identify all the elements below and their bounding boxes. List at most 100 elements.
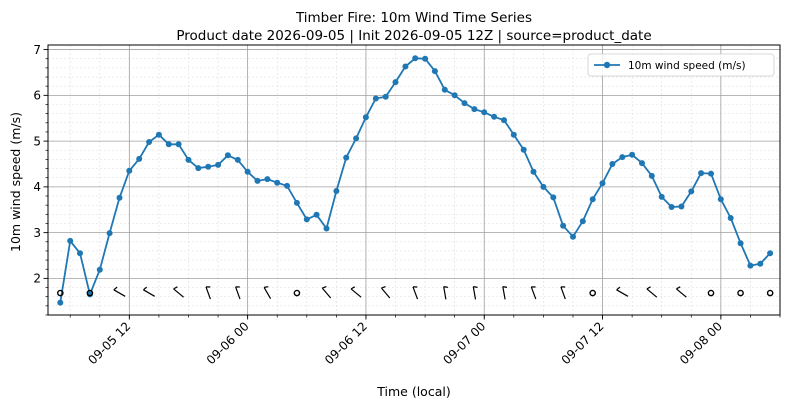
data-point [737, 240, 744, 247]
data-point [57, 299, 64, 306]
data-point [274, 179, 281, 186]
wind-barb [173, 286, 184, 298]
y-tick-label: 4 [33, 180, 41, 194]
wind-barb-flag [676, 286, 681, 290]
wind-barb [560, 286, 566, 300]
wind-barb [235, 286, 241, 300]
wind-barb [530, 286, 537, 300]
data-point [353, 135, 360, 142]
wind-barb [143, 286, 155, 297]
series-layer [57, 55, 774, 306]
wind-barb-shaft [676, 288, 687, 298]
y-axis-label: 10m wind speed (m/s) [8, 112, 23, 252]
wind-barb-flag [143, 286, 148, 291]
data-point [224, 152, 231, 159]
calm-wind-marker [293, 289, 301, 297]
data-point [461, 100, 468, 107]
data-point [185, 156, 192, 163]
data-point [471, 106, 478, 113]
data-point [550, 194, 557, 201]
x-tick-label: 09-08 00 [677, 319, 725, 367]
y-tick-labels: 2 3 4 5 6 7 [33, 43, 41, 286]
data-point [510, 131, 517, 138]
data-point [520, 146, 527, 153]
wind-barb-flag [350, 286, 356, 290]
legend-label: 10m wind speed (m/s) [628, 60, 746, 72]
calm-wind-marker [707, 289, 715, 297]
data-point [481, 109, 488, 116]
x-tick-labels: 09-05 12 09-06 00 09-06 12 09-07 00 09-07 12… [85, 319, 725, 367]
data-point [392, 79, 399, 86]
data-point [155, 131, 162, 138]
data-point [688, 188, 695, 195]
wind-barb-shaft [443, 286, 447, 300]
legend-box [587, 53, 775, 77]
wind-barb-flag [616, 286, 621, 291]
calm-wind-marker [86, 289, 94, 297]
y-tick-label: 7 [33, 43, 41, 57]
calm-wind-marker [766, 289, 774, 297]
minor-grid [48, 45, 781, 316]
legend: 10m wind speed (m/s) [587, 53, 775, 77]
data-point [106, 230, 113, 237]
data-point [254, 177, 261, 184]
data-point [372, 95, 379, 102]
wind-barb-flag [381, 286, 386, 289]
wind-barb-shaft [530, 286, 537, 300]
wind-barb-shaft [321, 287, 332, 299]
wind-barb [676, 286, 687, 298]
data-point [343, 154, 350, 161]
legend-marker [603, 61, 611, 69]
data-point [451, 92, 458, 99]
data-point [215, 161, 222, 168]
wind-barb-flag [443, 286, 449, 288]
x-tick-label: 09-05 12 [85, 319, 133, 367]
data-point [658, 193, 665, 200]
data-point [540, 183, 547, 190]
wind-barb [350, 286, 362, 298]
wind-barb [502, 286, 508, 300]
data-point [382, 93, 389, 100]
x-tick-label: 09-07 12 [559, 319, 607, 367]
wind-barb-shaft [263, 287, 272, 299]
data-point [284, 182, 291, 189]
data-point [717, 196, 724, 203]
data-point [175, 141, 182, 148]
data-point [165, 141, 172, 148]
wind-barb [443, 286, 449, 300]
data-point [323, 225, 330, 232]
data-point [491, 113, 498, 120]
data-point [195, 165, 202, 172]
data-point [589, 196, 596, 203]
axis-ticks [43, 49, 781, 320]
wind-barb [113, 286, 126, 297]
data-point [126, 167, 133, 174]
wind-barb-flag [173, 286, 178, 290]
data-point [303, 216, 310, 223]
wind-barb-shaft [350, 288, 362, 298]
data-point [67, 237, 74, 244]
data-point [747, 262, 754, 269]
plot-frame [47, 44, 781, 316]
data-point [234, 156, 241, 163]
data-point [639, 160, 645, 167]
data-point [96, 266, 103, 273]
data-point [116, 194, 123, 201]
data-point [708, 170, 714, 177]
y-tick-label: 2 [33, 272, 41, 286]
x-tick-label: 09-06 00 [204, 319, 252, 367]
data-point [609, 161, 616, 167]
chart-title: Timber Fire: 10m Wind Time Series [295, 10, 532, 26]
wind-barb [412, 286, 419, 300]
data-point [146, 139, 153, 145]
major-grid [48, 45, 780, 315]
wind-barb-shaft [143, 289, 155, 297]
wind-barb [263, 286, 272, 299]
wind-barb [205, 286, 211, 300]
data-point [767, 250, 774, 257]
wind-barb [472, 286, 478, 300]
wind-barb-shaft [173, 288, 184, 298]
wind-barb [321, 286, 332, 299]
data-point [244, 168, 251, 175]
